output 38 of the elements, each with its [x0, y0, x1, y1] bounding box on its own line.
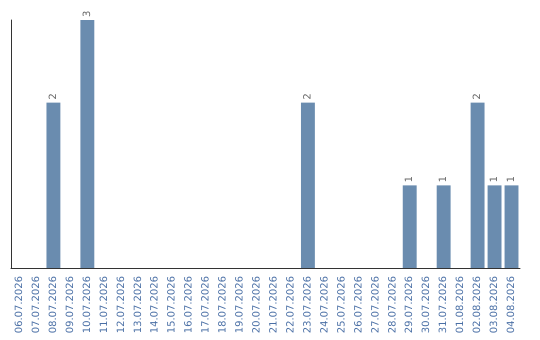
x-tick-label: 10.07.2026: [82, 276, 93, 334]
data-label: 3: [82, 10, 93, 17]
data-label: 2: [472, 93, 484, 100]
data-label: 1: [404, 176, 416, 182]
x-tick-label: 14.07.2026: [150, 276, 161, 334]
data-label: 1: [506, 176, 518, 182]
x-tick-label: 26.07.2026: [353, 276, 364, 334]
x-tick-label: 09.07.2026: [64, 276, 76, 334]
x-tick-label: 13.07.2026: [132, 276, 144, 334]
x-tick-label: 02.08.2026: [472, 276, 484, 334]
x-tick-label: 28.07.2026: [387, 276, 398, 334]
x-tick-label: 29.07.2026: [404, 276, 416, 334]
x-tick-label: 15.07.2026: [166, 276, 178, 334]
x-tick-label: 12.07.2026: [116, 276, 127, 334]
x-tick-label: 04.08.2026: [506, 276, 518, 334]
x-tick-label: 27.07.2026: [370, 276, 382, 334]
x-tick-label: 01.08.2026: [455, 276, 466, 334]
x-tick-label: 18.07.2026: [218, 276, 229, 334]
x-tick-label: 17.07.2026: [200, 276, 212, 334]
x-tick-label: 30.07.2026: [421, 276, 432, 334]
x-tick-label: 07.07.2026: [30, 276, 42, 334]
x-tick-label: 23.07.2026: [302, 276, 314, 334]
data-label: 2: [302, 93, 314, 100]
x-tick-label: 20.07.2026: [252, 276, 263, 334]
x-tick-label: 11.07.2026: [98, 276, 110, 334]
x-tick-label: 21.07.2026: [268, 276, 280, 334]
x-tick-label: 24.07.2026: [319, 276, 330, 334]
x-tick-label: 06.07.2026: [14, 276, 25, 334]
data-label: 1: [438, 176, 450, 182]
x-tick-label: 08.07.2026: [48, 276, 59, 334]
x-tick-label: 03.08.2026: [489, 276, 500, 334]
data-label: 2: [48, 93, 59, 100]
x-tick-label: 25.07.2026: [336, 276, 348, 334]
data-label: 1: [489, 176, 500, 182]
x-tick-label: 19.07.2026: [234, 276, 246, 334]
x-tick-label: 16.07.2026: [184, 276, 195, 334]
x-tick-label: 31.07.2026: [438, 276, 450, 334]
x-tick-label: 22.07.2026: [285, 276, 296, 334]
